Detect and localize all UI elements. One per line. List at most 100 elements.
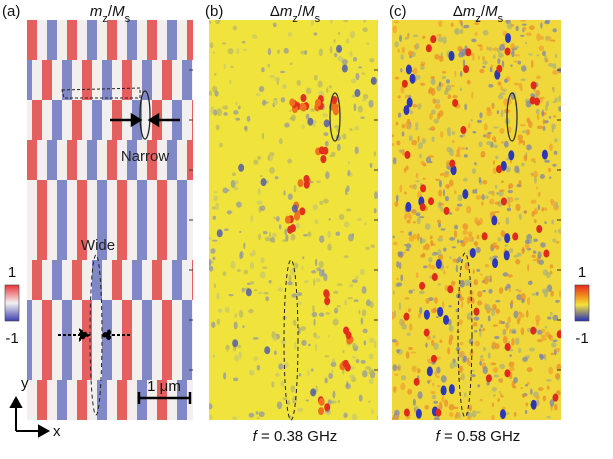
speckle (427, 379, 432, 383)
speckle (476, 119, 483, 124)
speckle (365, 366, 371, 370)
speckle (261, 67, 265, 73)
speckle (476, 411, 481, 414)
speckle (537, 329, 543, 335)
domain-stripe (52, 260, 63, 301)
speckle (303, 233, 308, 237)
speckle (337, 31, 341, 35)
blob (443, 314, 450, 325)
blob (415, 408, 422, 419)
colorbar-bc (574, 284, 590, 322)
speckle (262, 230, 268, 235)
speckle (258, 85, 265, 93)
speckle (283, 190, 286, 196)
speckle (530, 388, 533, 395)
speckle (472, 131, 477, 134)
speckle (420, 63, 425, 67)
speckle (224, 306, 230, 313)
speckle (248, 412, 255, 418)
domain-stripe (172, 340, 183, 381)
blob (530, 399, 537, 410)
speckle (396, 277, 399, 280)
speckle (477, 384, 481, 388)
image-dmz-b (209, 20, 378, 420)
speckle (332, 358, 336, 363)
blob (331, 96, 338, 105)
speckle (486, 46, 489, 51)
speckle (376, 415, 378, 420)
speckle (487, 352, 491, 359)
domain-stripe (132, 340, 143, 381)
speckle (554, 138, 558, 143)
speckle (400, 85, 405, 94)
speckle (287, 400, 291, 406)
dashed-ellipse-b (283, 259, 299, 421)
speckle (514, 54, 521, 57)
speckle (553, 115, 556, 118)
speckle (524, 243, 530, 250)
speckle (406, 219, 411, 224)
speckle (479, 217, 483, 225)
speckle (326, 87, 329, 93)
blob (342, 359, 349, 368)
domain-stripe (87, 380, 98, 420)
domain-stripe (72, 300, 83, 341)
speckle (240, 250, 244, 259)
speckle (430, 78, 436, 85)
speckle (489, 211, 492, 220)
speckle (241, 287, 245, 293)
speckle (313, 74, 318, 81)
speckle (463, 154, 468, 158)
speckle (327, 334, 330, 338)
colorbar-bottom: -1 (575, 330, 588, 347)
blob (403, 105, 410, 116)
speckle (234, 354, 239, 362)
blob (449, 159, 456, 168)
speckle (233, 186, 239, 191)
speckle (211, 206, 217, 210)
speckle (323, 132, 329, 137)
speckle (408, 289, 413, 294)
speckle (537, 191, 541, 198)
speckle (319, 200, 324, 205)
domain-stripe (77, 140, 88, 181)
domain-stripe (27, 60, 33, 101)
speckle (252, 34, 258, 39)
speckle (475, 188, 478, 194)
blob (297, 179, 304, 188)
speckle (492, 160, 496, 165)
speckle (555, 347, 561, 353)
speckle (438, 110, 444, 117)
panel-title: mz/Ms (90, 3, 131, 25)
speckle (444, 195, 450, 202)
blob (320, 155, 327, 164)
speckle (493, 393, 496, 397)
blob (423, 309, 430, 320)
speckle (290, 385, 296, 393)
domain-stripe (52, 340, 63, 381)
domain-stripe (0, 380, 8, 421)
speckle (522, 356, 528, 362)
speckle (457, 256, 462, 263)
speckle (492, 242, 498, 245)
speckle (451, 280, 456, 287)
speckle (493, 374, 500, 378)
blob (530, 81, 537, 90)
speckle (528, 25, 535, 31)
speckle (415, 272, 419, 279)
speckle (242, 48, 247, 52)
domain-stripe (72, 60, 83, 101)
speckle (411, 365, 417, 373)
domain-stripe (42, 300, 53, 341)
speckle (459, 350, 465, 358)
speckle (297, 301, 302, 305)
domain-stripe (182, 60, 193, 101)
speckle (401, 123, 406, 129)
text-part: z (292, 13, 298, 25)
domain-stripe (77, 180, 88, 221)
blob (289, 98, 296, 107)
speckle (441, 75, 447, 80)
speckle (497, 237, 502, 242)
speckle (437, 248, 442, 257)
